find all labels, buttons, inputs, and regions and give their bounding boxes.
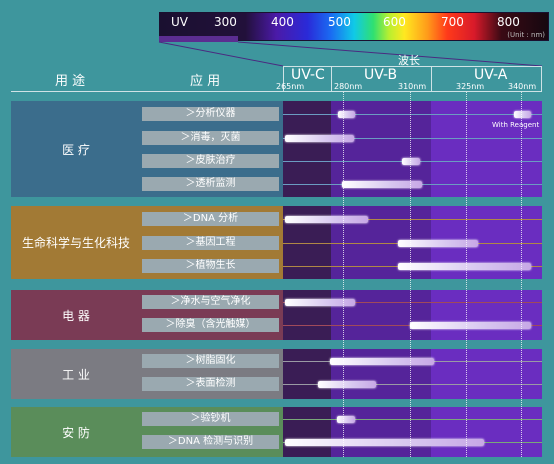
app-analysis-instrument: ＞分析仪器 [142, 107, 279, 121]
app-resin-curing: ＞树脂固化 [142, 354, 279, 368]
uvc-column [283, 290, 331, 340]
range-plant-growth [398, 263, 531, 270]
row-line [283, 419, 542, 420]
band-uvc-label: UV-C [291, 67, 325, 83]
range-analysis-b [514, 111, 531, 118]
spectrum-tick-400: 400 [271, 15, 294, 29]
uv-range-marker [159, 36, 238, 42]
uvc-column [283, 101, 331, 197]
header-divider [11, 91, 542, 92]
zoom-lines [158, 41, 543, 67]
band-uva-label: UV-A [474, 67, 508, 83]
wavelength-325: 325nm [456, 82, 485, 91]
range-dialysis [342, 181, 422, 188]
uva-column [431, 290, 542, 340]
range-disinfection [285, 135, 354, 142]
app-surface-inspection: ＞表面检测 [142, 377, 279, 391]
row-line [283, 384, 542, 385]
uvb-column [331, 407, 431, 457]
uvc-column [283, 349, 331, 399]
spectrum-unit: (Unit : nm) [507, 31, 545, 39]
uvc-column [283, 407, 331, 457]
app-dna-analysis: ＞DNA 分析 [142, 212, 279, 226]
section-industry-label: 工 业 [62, 368, 90, 382]
section-appliance-label: 电 器 [62, 309, 90, 323]
wavelength-top-line [283, 66, 542, 67]
wavelength-280: 280nm [334, 82, 363, 91]
range-dna-identification [285, 439, 484, 446]
guide-340nm [521, 92, 522, 457]
app-plant-growth: ＞植物生长 [142, 259, 279, 273]
row-line [283, 219, 542, 220]
app-water-air-purification: ＞净水与空气净化 [142, 295, 279, 309]
section-industry-label-bg [11, 349, 142, 399]
section-appliance-label-bg [11, 290, 142, 340]
spectrum-tick-600: 600 [383, 15, 406, 29]
spectrum-tick-uv: UV [171, 15, 188, 29]
spectrum-tick-800: 800 [497, 15, 520, 29]
app-genetic-engineering: ＞基因工程 [142, 236, 279, 250]
app-dialysis-monitoring: ＞透析监测 [142, 177, 279, 191]
wavelength-310: 310nm [398, 82, 427, 91]
section-medical-label: 医 疗 [62, 143, 90, 157]
spectrum-tick-700: 700 [441, 15, 464, 29]
app-skin-therapy: ＞皮肤治疗 [142, 154, 279, 168]
row-line [283, 138, 542, 139]
row-line [283, 114, 542, 115]
band-uvb-label: UV-B [364, 67, 398, 83]
col-use-header: 用 途 [55, 74, 86, 89]
band-tick [431, 66, 432, 92]
range-water-air [285, 299, 355, 306]
guide-325nm [466, 92, 467, 457]
app-disinfection: ＞消毒，灭菌 [142, 131, 279, 145]
range-resin-curing [330, 358, 434, 365]
col-app-header: 应 用 [190, 74, 221, 89]
row-line [283, 302, 542, 303]
range-surface-inspection [318, 381, 376, 388]
wavelength-340: 340nm [508, 82, 537, 91]
section-life-label-bg [11, 206, 142, 279]
band-tick [541, 66, 542, 92]
spectrum-tick-500: 500 [328, 15, 351, 29]
uva-column [431, 407, 542, 457]
uvb-column [331, 349, 431, 399]
guide-310nm [410, 92, 411, 457]
section-medical-label-bg [11, 101, 142, 197]
uva-column [431, 349, 542, 399]
range-dna-analysis [285, 216, 368, 223]
range-skin-therapy [402, 158, 420, 165]
spectrum-tick-300: 300 [214, 15, 237, 29]
app-dna-identification: ＞DNA 检测与识别 [142, 435, 279, 449]
section-security-label: 安 防 [62, 426, 90, 440]
uvb-column [331, 290, 431, 340]
app-currency-detector: ＞验钞机 [142, 412, 279, 426]
section-life-label: 生命科学与生化科技 [21, 236, 130, 250]
app-deodorization: ＞除臭（含光触媒） [142, 318, 279, 332]
guide-280nm [343, 92, 344, 457]
section-industry: 工 业 [11, 349, 542, 399]
section-security-label-bg [11, 407, 142, 457]
wavelength-title: 波长 [398, 54, 420, 67]
range-currency-detector [337, 416, 355, 423]
with-reagent-note: With Reagent [492, 121, 540, 129]
band-tick [331, 66, 332, 92]
wavelength-265: 265nm [276, 82, 305, 91]
range-deodorization [410, 322, 531, 329]
range-genetic-engineering [398, 240, 478, 247]
band-tick [283, 66, 284, 92]
range-analysis-a [338, 111, 355, 118]
